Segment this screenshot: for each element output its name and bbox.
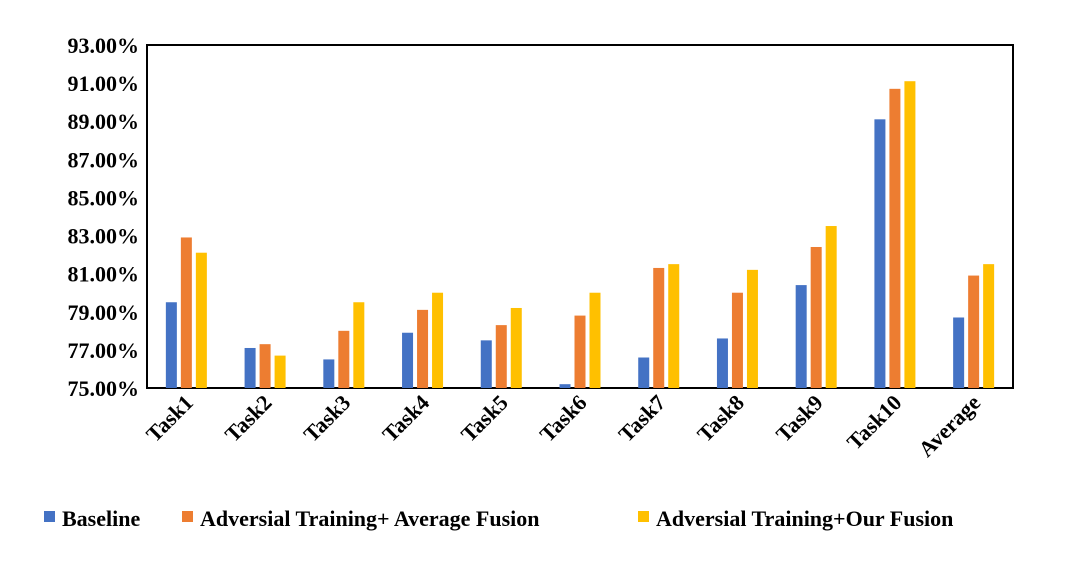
x-tick-label-task4: Task4 <box>377 390 434 447</box>
bar-task10-series-1 <box>874 119 886 388</box>
bar-task9-series-1 <box>795 285 807 388</box>
bar-task4-series-3 <box>432 292 444 388</box>
bar-task3-series-2 <box>338 330 350 388</box>
bar-task7-series-1 <box>638 357 650 388</box>
bar-task5-series-1 <box>480 340 492 388</box>
bar-average-series-2 <box>968 275 980 388</box>
y-tick-label: 87.00% <box>68 147 140 172</box>
x-tick-label-task6: Task6 <box>535 390 592 447</box>
x-tick-label-task5: Task5 <box>456 390 513 447</box>
bar-task8-series-2 <box>731 292 743 388</box>
x-tick-label-task9: Task9 <box>771 390 828 447</box>
bar-task2-series-3 <box>274 355 286 388</box>
legend-label: Adversial Training+Our Fusion <box>656 506 953 531</box>
x-tick-label-task1: Task1 <box>141 390 198 447</box>
bar-task3-series-1 <box>323 359 335 388</box>
bar-task9-series-2 <box>810 246 822 388</box>
x-tick-label-average: Average <box>913 390 985 462</box>
bar-task4-series-1 <box>402 332 414 388</box>
bar-task8-series-3 <box>746 269 758 388</box>
bar-task10-series-3 <box>904 81 916 389</box>
x-tick-label-task8: Task8 <box>692 390 749 447</box>
bars-layer <box>165 81 995 389</box>
legend-item-1: Baseline <box>44 506 140 531</box>
y-tick-label: 89.00% <box>68 109 140 134</box>
bar-task6-series-3 <box>589 292 601 388</box>
bar-task5-series-2 <box>495 325 507 388</box>
bar-average-series-1 <box>953 317 965 388</box>
legend-swatch <box>182 511 193 522</box>
bar-task6-series-2 <box>574 315 586 388</box>
x-axis-ticks: Task1 Task2 Task3 Task4 Task5 Task6 Task7 Task8… <box>141 390 985 462</box>
bar-task8-series-1 <box>716 338 728 388</box>
bar-task2-series-2 <box>259 344 271 388</box>
y-tick-label: 77.00% <box>68 338 140 363</box>
x-tick-label-task10: Task10 <box>842 390 907 455</box>
y-axis-ticks: 75.00% 77.00% 79.00% 81.00% 83.00% 85.00% 87.0… <box>68 33 140 401</box>
x-tick-label-task7: Task7 <box>613 390 670 447</box>
bar-task2-series-1 <box>244 347 256 388</box>
y-tick-label: 75.00% <box>68 376 140 401</box>
legend: Baseline Adversial Training+ Average Fusi… <box>44 506 953 531</box>
x-tick-label-task2: Task2 <box>220 390 277 447</box>
bar-task6-series-1 <box>559 384 571 388</box>
bar-task5-series-3 <box>510 307 522 388</box>
legend-item-2: Adversial Training+ Average Fusion <box>182 506 540 531</box>
bar-task4-series-2 <box>417 309 429 388</box>
legend-swatch <box>44 511 55 522</box>
bar-task7-series-2 <box>653 267 665 388</box>
bar-task10-series-2 <box>889 88 901 388</box>
y-tick-label: 79.00% <box>68 300 140 325</box>
legend-item-3: Adversial Training+Our Fusion <box>638 506 953 531</box>
x-tick-label-task3: Task3 <box>298 390 355 447</box>
bar-average-series-3 <box>983 264 995 388</box>
bar-task1-series-2 <box>180 237 192 388</box>
legend-swatch <box>638 511 649 522</box>
bar-task1-series-3 <box>195 252 207 388</box>
y-tick-label: 85.00% <box>68 185 140 210</box>
y-tick-label: 81.00% <box>68 262 140 287</box>
y-tick-label: 93.00% <box>68 33 140 58</box>
y-tick-label: 83.00% <box>68 224 140 249</box>
y-tick-label: 91.00% <box>68 71 140 96</box>
legend-label: Adversial Training+ Average Fusion <box>200 506 540 531</box>
bar-task3-series-3 <box>353 302 365 388</box>
bar-task1-series-1 <box>165 302 177 388</box>
bar-task9-series-3 <box>825 226 837 388</box>
legend-label: Baseline <box>62 506 140 531</box>
bar-task7-series-3 <box>668 264 680 388</box>
